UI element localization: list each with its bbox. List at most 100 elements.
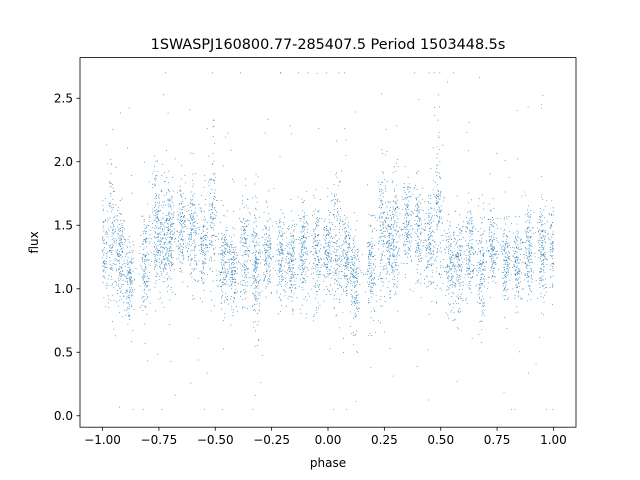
data-point xyxy=(153,214,155,216)
data-point xyxy=(479,234,481,236)
data-point xyxy=(160,190,162,192)
data-point xyxy=(170,236,172,238)
data-point xyxy=(258,242,260,244)
data-point xyxy=(354,334,356,336)
data-point xyxy=(234,272,236,274)
data-point xyxy=(520,254,522,256)
data-point xyxy=(152,211,153,213)
data-point xyxy=(366,273,368,275)
data-point xyxy=(163,264,165,266)
data-point xyxy=(245,253,247,255)
data-point xyxy=(170,205,172,207)
data-point xyxy=(428,212,430,214)
data-point xyxy=(189,233,191,235)
data-point xyxy=(480,281,482,283)
data-point xyxy=(382,227,384,229)
data-point xyxy=(515,312,517,314)
data-point xyxy=(337,240,339,242)
data-point xyxy=(126,297,128,299)
data-point xyxy=(497,268,499,270)
data-point xyxy=(440,247,441,249)
data-point xyxy=(213,235,215,236)
data-point xyxy=(102,200,104,202)
data-point xyxy=(163,257,165,259)
data-point xyxy=(254,247,256,249)
data-point xyxy=(237,311,238,313)
data-point xyxy=(109,264,111,266)
data-point xyxy=(353,282,355,284)
data-point xyxy=(468,251,470,253)
data-point xyxy=(256,270,257,271)
data-point xyxy=(427,349,429,351)
data-point xyxy=(407,235,409,236)
data-point xyxy=(304,261,306,262)
data-point xyxy=(416,189,418,190)
data-point xyxy=(391,266,393,267)
data-point xyxy=(227,268,228,270)
data-point xyxy=(302,240,304,242)
data-point xyxy=(156,261,158,263)
data-point xyxy=(509,247,511,249)
data-point xyxy=(146,297,148,299)
data-point xyxy=(354,285,356,287)
data-point xyxy=(222,295,224,296)
data-point xyxy=(521,238,522,240)
data-point xyxy=(264,259,266,261)
data-point xyxy=(382,223,384,225)
data-point xyxy=(127,271,129,273)
data-point xyxy=(120,213,122,215)
data-point xyxy=(504,229,506,231)
data-point xyxy=(517,258,519,260)
data-point xyxy=(392,278,394,280)
data-point xyxy=(480,227,482,229)
data-point xyxy=(534,253,536,255)
data-point xyxy=(480,283,482,285)
data-point xyxy=(128,271,130,272)
data-point xyxy=(116,281,117,283)
data-point xyxy=(384,301,386,303)
data-point xyxy=(294,283,296,285)
data-point xyxy=(184,206,186,208)
data-point xyxy=(415,251,417,252)
data-point xyxy=(448,288,450,290)
data-point xyxy=(203,186,205,188)
data-point xyxy=(449,245,451,247)
data-point xyxy=(230,264,232,266)
data-point xyxy=(480,253,482,255)
data-point xyxy=(506,241,508,243)
data-point xyxy=(503,266,505,268)
data-point xyxy=(496,257,498,259)
data-point xyxy=(255,279,257,280)
data-point xyxy=(394,271,395,273)
data-point xyxy=(293,264,295,265)
data-point xyxy=(342,311,344,313)
data-point xyxy=(304,259,306,261)
data-point xyxy=(341,229,343,230)
data-point xyxy=(430,257,432,258)
data-point xyxy=(379,272,381,274)
data-point xyxy=(551,233,553,235)
data-point xyxy=(384,185,386,187)
data-point xyxy=(327,187,329,189)
data-point xyxy=(468,229,470,231)
data-point xyxy=(528,222,530,224)
data-point xyxy=(262,229,264,231)
data-point xyxy=(503,241,504,243)
data-point xyxy=(517,231,519,233)
data-point xyxy=(341,286,343,288)
data-point xyxy=(492,275,493,277)
data-point xyxy=(515,241,517,243)
data-point xyxy=(477,253,478,255)
data-point xyxy=(317,245,319,247)
data-point xyxy=(378,275,380,277)
data-point xyxy=(170,361,172,362)
data-point xyxy=(303,263,305,265)
data-point xyxy=(230,258,232,259)
data-point xyxy=(329,290,330,292)
data-point xyxy=(129,297,130,299)
data-point xyxy=(190,152,192,154)
data-point xyxy=(203,261,205,263)
data-point xyxy=(314,235,316,237)
data-point xyxy=(470,210,472,212)
data-point xyxy=(439,194,441,196)
